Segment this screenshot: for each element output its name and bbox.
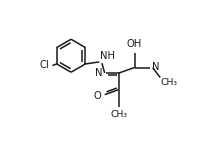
Text: Cl: Cl bbox=[40, 60, 50, 70]
Text: N: N bbox=[95, 68, 102, 78]
Text: CH₃: CH₃ bbox=[110, 110, 127, 119]
Text: NH: NH bbox=[100, 51, 115, 61]
Text: CH₃: CH₃ bbox=[161, 78, 178, 87]
Text: O: O bbox=[94, 91, 101, 101]
Text: N: N bbox=[152, 62, 159, 72]
Text: OH: OH bbox=[127, 39, 142, 49]
